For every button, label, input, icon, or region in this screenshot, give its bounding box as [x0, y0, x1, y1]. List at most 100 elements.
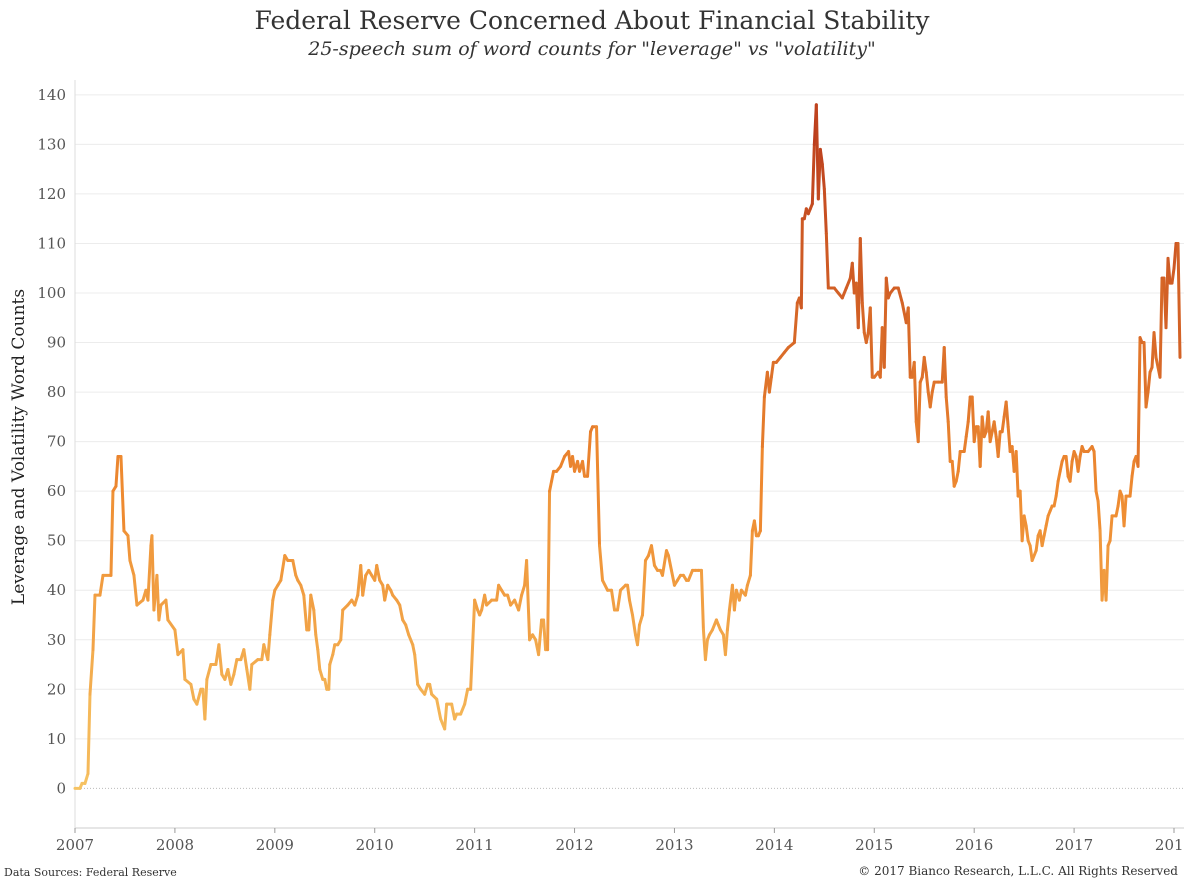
line-segment [423, 682, 430, 696]
line-segment [459, 702, 467, 716]
y-tick-label: 140 [37, 86, 66, 104]
y-tick-label: 30 [47, 631, 66, 649]
line-segment [628, 598, 634, 617]
line-segment [616, 588, 623, 612]
line-segment [242, 648, 249, 671]
line-segment [1136, 336, 1142, 468]
line-segment [1104, 544, 1110, 602]
line-segment [820, 162, 826, 191]
x-tick-label: 2012 [555, 836, 593, 854]
line-segment [760, 395, 766, 449]
line-segment [428, 682, 434, 696]
line-segment [1064, 454, 1070, 478]
line-segment [743, 583, 749, 597]
line-segment [361, 573, 368, 597]
line-segment [818, 147, 824, 166]
line-segment [745, 573, 752, 587]
line-segment [962, 435, 968, 454]
line-segment [248, 663, 254, 691]
line-segment [1040, 534, 1046, 548]
line-segment [339, 608, 345, 642]
line-segment [758, 445, 764, 533]
line-segment [966, 395, 972, 424]
line-segment [928, 390, 934, 409]
y-tick-label: 130 [37, 135, 66, 153]
x-tick-label: 2008 [156, 836, 194, 854]
line-segment [988, 430, 994, 444]
chart-title: Federal Reserve Concerned About Financia… [254, 6, 930, 35]
line-segment [1092, 450, 1098, 493]
line-segment [844, 276, 852, 290]
line-segment [328, 653, 335, 667]
line-segment [723, 628, 729, 657]
line-segment [964, 420, 970, 439]
line-segment [1034, 534, 1040, 553]
line-segment [314, 633, 320, 652]
line-segment [858, 237, 864, 305]
line-segment [407, 633, 415, 647]
line-segment [132, 573, 139, 607]
line-segment [637, 613, 644, 627]
line-segment [669, 568, 676, 587]
line-segment [157, 603, 163, 622]
line-segment [203, 677, 209, 721]
line-segment [1044, 514, 1050, 528]
line-segment [91, 593, 97, 652]
line-segment [229, 672, 236, 686]
line-segment [649, 544, 656, 567]
line-segment [725, 608, 731, 632]
line-segment [922, 355, 928, 374]
line-segment [126, 534, 132, 563]
line-segment [520, 583, 527, 597]
series-line [73, 103, 1182, 790]
line-segment [581, 459, 587, 478]
line-segment [1130, 459, 1136, 478]
line-segment [164, 598, 170, 622]
line-segment [912, 360, 918, 424]
x-tick-label: 2011 [456, 836, 494, 854]
line-segment [799, 217, 804, 310]
line-segment [469, 598, 477, 691]
x-tick-label: 2018 [1155, 836, 1184, 854]
line-segment [1004, 400, 1010, 429]
line-segment [666, 554, 673, 572]
x-tick-label: 2016 [955, 836, 993, 854]
line-segment [980, 415, 986, 439]
line-segment [630, 613, 637, 637]
line-segment [884, 276, 890, 300]
line-segment [972, 425, 978, 444]
line-segment [767, 375, 773, 394]
line-segment [271, 588, 277, 602]
line-segment [383, 583, 390, 602]
line-segment [906, 306, 912, 379]
line-segment [435, 697, 443, 721]
line-segment [548, 479, 554, 493]
line-segment [954, 469, 960, 483]
line-segment [1142, 341, 1148, 409]
line-segment [166, 618, 177, 632]
line-segment [626, 583, 631, 602]
line-segment [1172, 241, 1178, 270]
line-segment [1000, 415, 1006, 434]
line-segment [463, 687, 470, 706]
x-tick-label: 2013 [655, 836, 693, 854]
grid [75, 94, 1184, 789]
chart-subtitle: 25-speech sum of word counts for "levera… [308, 38, 876, 60]
line-segment [291, 559, 298, 577]
y-axis-label: Leverage and Volatility Word Counts [9, 289, 29, 605]
line-segment [1152, 331, 1158, 359]
line-segment [119, 454, 126, 533]
line-segment [83, 772, 90, 785]
line-segment [1030, 549, 1038, 563]
line-segment [375, 563, 382, 582]
line-segment [822, 187, 828, 236]
line-segment [1076, 454, 1082, 473]
line-segment [864, 331, 870, 345]
line-segment [266, 633, 272, 662]
line-segment [1096, 499, 1102, 533]
line-segment [752, 519, 758, 538]
line-segment [1158, 276, 1164, 379]
line-segment [318, 667, 325, 681]
x-tick-label: 2007 [56, 836, 94, 854]
